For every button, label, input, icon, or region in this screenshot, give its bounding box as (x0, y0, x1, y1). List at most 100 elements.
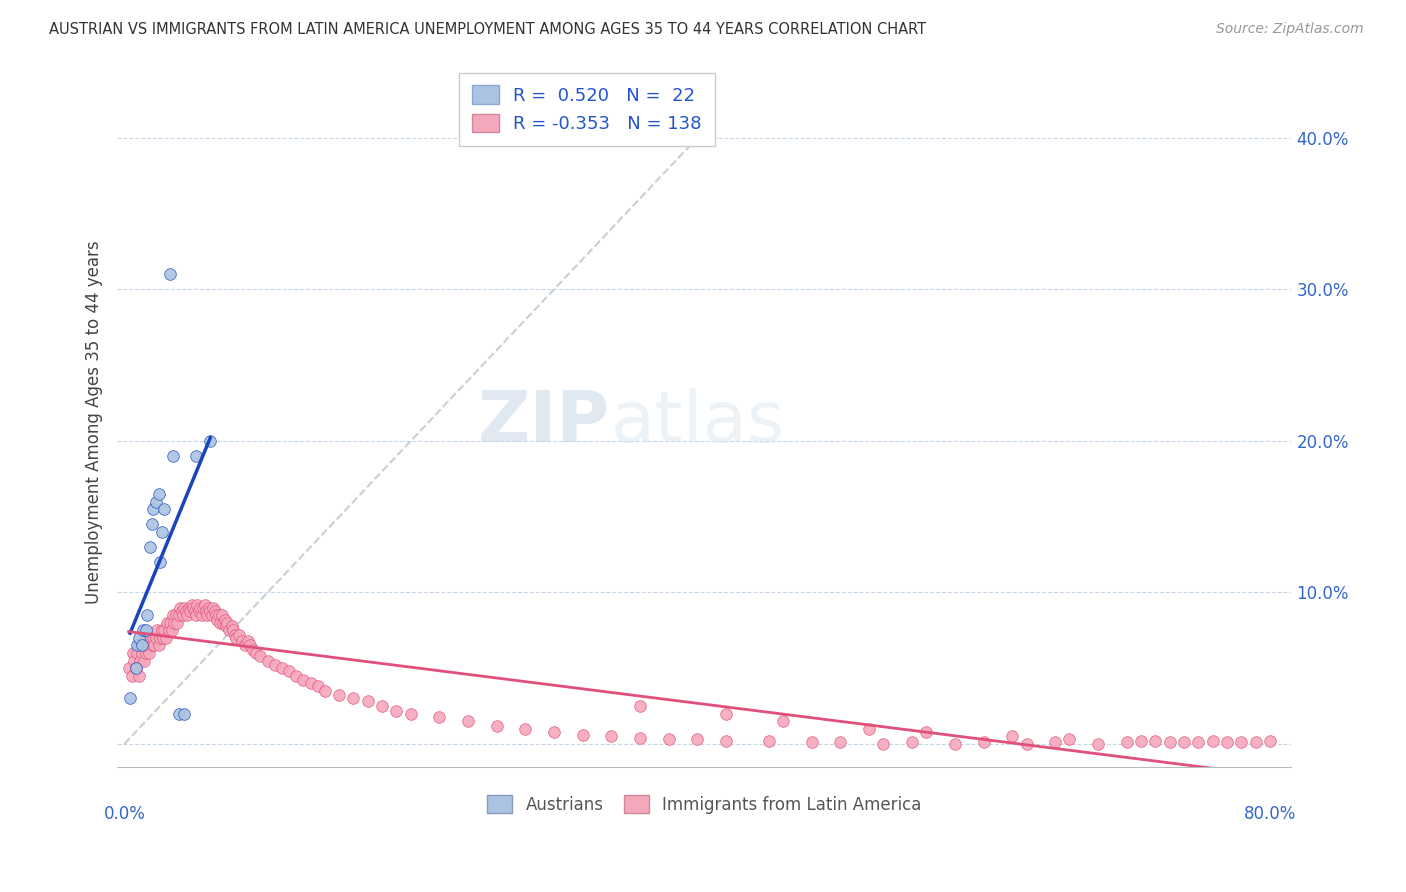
Point (156, 615, 179, 630)
Point (138, 646, 160, 660)
Point (901, 735, 924, 749)
Point (714, 734, 737, 748)
Point (198, 600, 221, 615)
Point (125, 661, 148, 675)
Point (129, 654, 152, 668)
Point (307, 679, 329, 693)
Point (134, 654, 156, 668)
Point (135, 631, 157, 645)
Text: 0.0%: 0.0% (104, 805, 145, 823)
Point (758, 734, 780, 748)
Point (314, 684, 336, 698)
Point (120, 691, 142, 706)
Point (184, 449, 207, 463)
Point (224, 628, 246, 642)
Point (973, 735, 995, 749)
Point (159, 268, 181, 282)
Point (197, 608, 219, 623)
Point (157, 624, 180, 638)
Point (148, 487, 170, 501)
Point (132, 639, 155, 653)
Text: AUSTRIAN VS IMMIGRANTS FROM LATIN AMERICA UNEMPLOYMENT AMONG AGES 35 TO 44 YEARS: AUSTRIAN VS IMMIGRANTS FROM LATIN AMERIC… (49, 22, 927, 37)
Point (148, 639, 170, 653)
Point (127, 646, 149, 660)
Point (915, 724, 938, 739)
Point (149, 555, 172, 569)
Point (1115, 735, 1137, 749)
Point (628, 731, 651, 745)
Point (202, 600, 225, 615)
Point (136, 639, 159, 653)
Point (233, 639, 256, 653)
Point (628, 698, 651, 713)
Point (429, 709, 451, 723)
Point (1059, 732, 1081, 747)
Point (1173, 735, 1195, 749)
Point (128, 669, 150, 683)
Point (193, 598, 215, 612)
Point (225, 631, 247, 645)
Point (457, 714, 479, 728)
Point (152, 631, 174, 645)
Point (236, 633, 259, 648)
Point (1258, 734, 1281, 748)
Point (800, 735, 823, 749)
Point (163, 615, 186, 630)
Point (145, 631, 167, 645)
Point (211, 608, 233, 623)
Point (245, 646, 267, 660)
Point (184, 608, 207, 623)
Point (221, 618, 243, 632)
Point (135, 624, 157, 638)
Text: atlas: atlas (610, 387, 785, 457)
Point (204, 604, 226, 618)
Point (122, 646, 145, 660)
Point (1216, 735, 1239, 749)
Point (131, 646, 153, 660)
Point (194, 604, 217, 618)
Point (191, 600, 214, 615)
Point (239, 639, 262, 653)
Point (714, 706, 737, 721)
Point (136, 608, 159, 623)
Point (177, 600, 200, 615)
Point (1159, 735, 1181, 749)
Point (249, 648, 271, 663)
Point (399, 706, 422, 721)
Point (285, 669, 308, 683)
Point (292, 673, 315, 688)
Point (772, 714, 794, 728)
Point (173, 706, 195, 721)
Point (149, 631, 172, 645)
Point (600, 729, 623, 743)
Point (943, 737, 966, 751)
Point (150, 524, 173, 539)
Point (1202, 734, 1225, 748)
Point (214, 613, 236, 627)
Point (125, 661, 148, 675)
Point (1043, 735, 1066, 749)
Point (188, 600, 211, 615)
Point (1144, 734, 1167, 748)
Point (200, 434, 222, 448)
Point (209, 615, 232, 630)
Y-axis label: Unemployment Among Ages 35 to 44 years: Unemployment Among Ages 35 to 44 years (86, 240, 103, 604)
Point (872, 737, 894, 751)
Point (222, 624, 245, 638)
Point (208, 608, 231, 623)
Point (215, 618, 238, 632)
Point (190, 608, 212, 623)
Point (200, 604, 222, 618)
Point (146, 624, 169, 638)
Point (142, 631, 165, 645)
Point (131, 639, 153, 653)
Point (207, 613, 229, 627)
Point (141, 517, 163, 532)
Point (218, 624, 240, 638)
Point (485, 719, 508, 733)
Point (179, 604, 201, 618)
Point (231, 633, 253, 648)
Point (1015, 737, 1038, 751)
Point (328, 689, 350, 703)
Point (169, 600, 191, 615)
